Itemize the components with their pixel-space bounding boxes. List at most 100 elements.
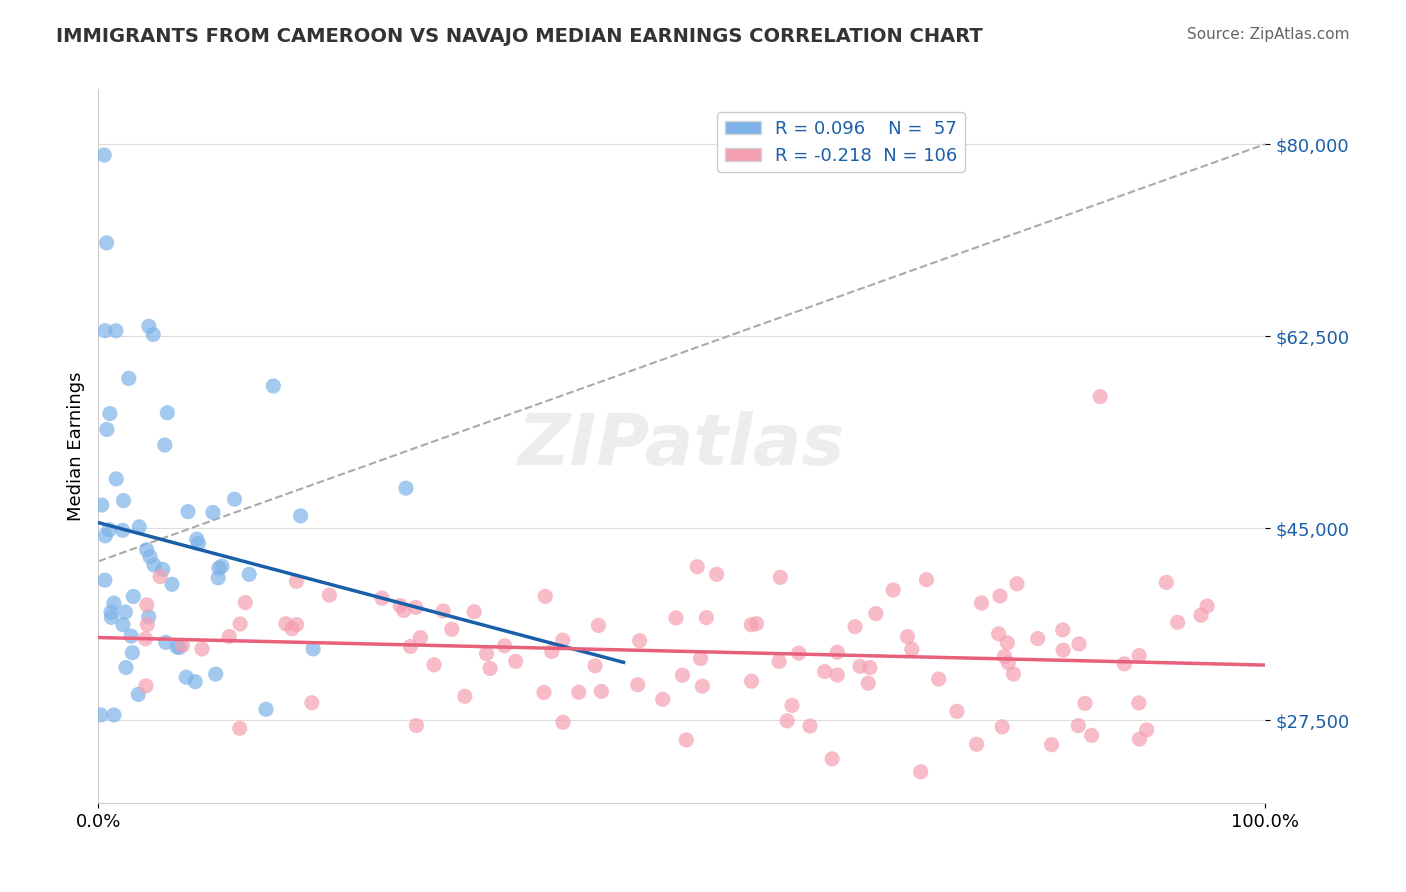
Navajo — [1002, 667, 1025, 681]
Immigrants from Cameroon — [169, 640, 191, 655]
Immigrants from Cameroon — [142, 327, 165, 342]
Immigrants from Cameroon — [94, 573, 117, 587]
Navajo — [135, 598, 157, 612]
Immigrants from Cameroon — [115, 660, 138, 674]
Immigrants from Cameroon — [224, 492, 246, 507]
Immigrants from Cameroon — [96, 422, 118, 436]
Navajo — [628, 633, 651, 648]
Immigrants from Cameroon — [184, 674, 207, 689]
Navajo — [591, 684, 613, 698]
Navajo — [1128, 696, 1150, 710]
Navajo — [409, 631, 432, 645]
Navajo — [463, 605, 485, 619]
Navajo — [665, 611, 688, 625]
Navajo — [281, 622, 304, 636]
Immigrants from Cameroon — [238, 567, 260, 582]
Navajo — [695, 610, 717, 624]
Navajo — [1189, 608, 1212, 623]
Immigrants from Cameroon — [142, 558, 165, 572]
Navajo — [970, 596, 993, 610]
Navajo — [689, 651, 711, 665]
Navajo — [1114, 657, 1136, 671]
Navajo — [1005, 576, 1028, 591]
Immigrants from Cameroon — [156, 406, 179, 420]
Navajo — [392, 603, 415, 617]
Navajo — [534, 590, 557, 604]
Immigrants from Cameroon — [94, 529, 117, 543]
Navajo — [389, 599, 412, 613]
Navajo — [706, 567, 728, 582]
Immigrants from Cameroon — [166, 640, 188, 654]
Navajo — [551, 633, 574, 648]
Navajo — [540, 644, 562, 658]
Navajo — [799, 719, 821, 733]
Immigrants from Cameroon — [153, 438, 176, 452]
Navajo — [479, 661, 502, 675]
Navajo — [865, 607, 887, 621]
Navajo — [651, 692, 673, 706]
Navajo — [910, 764, 932, 779]
Navajo — [1136, 723, 1159, 737]
Navajo — [769, 570, 792, 584]
Immigrants from Cameroon — [152, 562, 174, 576]
Navajo — [134, 632, 156, 646]
Navajo — [997, 636, 1019, 650]
Immigrants from Cameroon — [290, 508, 312, 523]
Navajo — [423, 657, 446, 672]
Navajo — [533, 685, 555, 699]
Immigrants from Cameroon — [112, 493, 135, 508]
Navajo — [686, 559, 709, 574]
Navajo — [551, 715, 574, 730]
Navajo — [301, 696, 323, 710]
Immigrants from Cameroon — [208, 561, 231, 575]
Navajo — [371, 591, 394, 606]
Navajo — [135, 679, 157, 693]
Immigrants from Cameroon — [120, 629, 142, 643]
Navajo — [1080, 728, 1102, 742]
Text: ZIPatlas: ZIPatlas — [519, 411, 845, 481]
Navajo — [740, 617, 762, 632]
Immigrants from Cameroon — [127, 687, 149, 701]
Navajo — [218, 630, 240, 644]
Immigrants from Cameroon — [118, 371, 141, 385]
Navajo — [1156, 575, 1178, 590]
Immigrants from Cameroon — [186, 533, 208, 547]
Navajo — [988, 589, 1011, 603]
Navajo — [987, 627, 1010, 641]
Navajo — [627, 678, 650, 692]
Immigrants from Cameroon — [93, 148, 115, 162]
Navajo — [849, 659, 872, 673]
Navajo — [318, 588, 340, 602]
Navajo — [399, 640, 422, 654]
Navajo — [1040, 738, 1063, 752]
Immigrants from Cameroon — [100, 605, 122, 619]
Navajo — [997, 656, 1019, 670]
Immigrants from Cameroon — [302, 641, 325, 656]
Navajo — [172, 639, 194, 653]
Legend: R = 0.096    N =  57, R = -0.218  N = 106: R = 0.096 N = 57, R = -0.218 N = 106 — [717, 112, 965, 172]
Navajo — [1088, 390, 1111, 404]
Navajo — [821, 752, 844, 766]
Navajo — [1026, 632, 1049, 646]
Y-axis label: Median Earnings: Median Earnings — [66, 371, 84, 521]
Navajo — [136, 617, 159, 632]
Immigrants from Cameroon — [155, 635, 177, 649]
Navajo — [1167, 615, 1189, 630]
Navajo — [1067, 719, 1090, 733]
Navajo — [915, 573, 938, 587]
Navajo — [946, 704, 969, 718]
Navajo — [1052, 643, 1074, 657]
Immigrants from Cameroon — [104, 324, 127, 338]
Immigrants from Cameroon — [98, 523, 121, 537]
Immigrants from Cameroon — [135, 542, 157, 557]
Navajo — [285, 574, 308, 589]
Navajo — [776, 714, 799, 728]
Navajo — [780, 698, 803, 713]
Immigrants from Cameroon — [138, 609, 160, 624]
Immigrants from Cameroon — [100, 610, 122, 624]
Navajo — [568, 685, 591, 699]
Immigrants from Cameroon — [94, 324, 117, 338]
Immigrants from Cameroon — [174, 670, 197, 684]
Navajo — [768, 655, 790, 669]
Navajo — [191, 642, 214, 657]
